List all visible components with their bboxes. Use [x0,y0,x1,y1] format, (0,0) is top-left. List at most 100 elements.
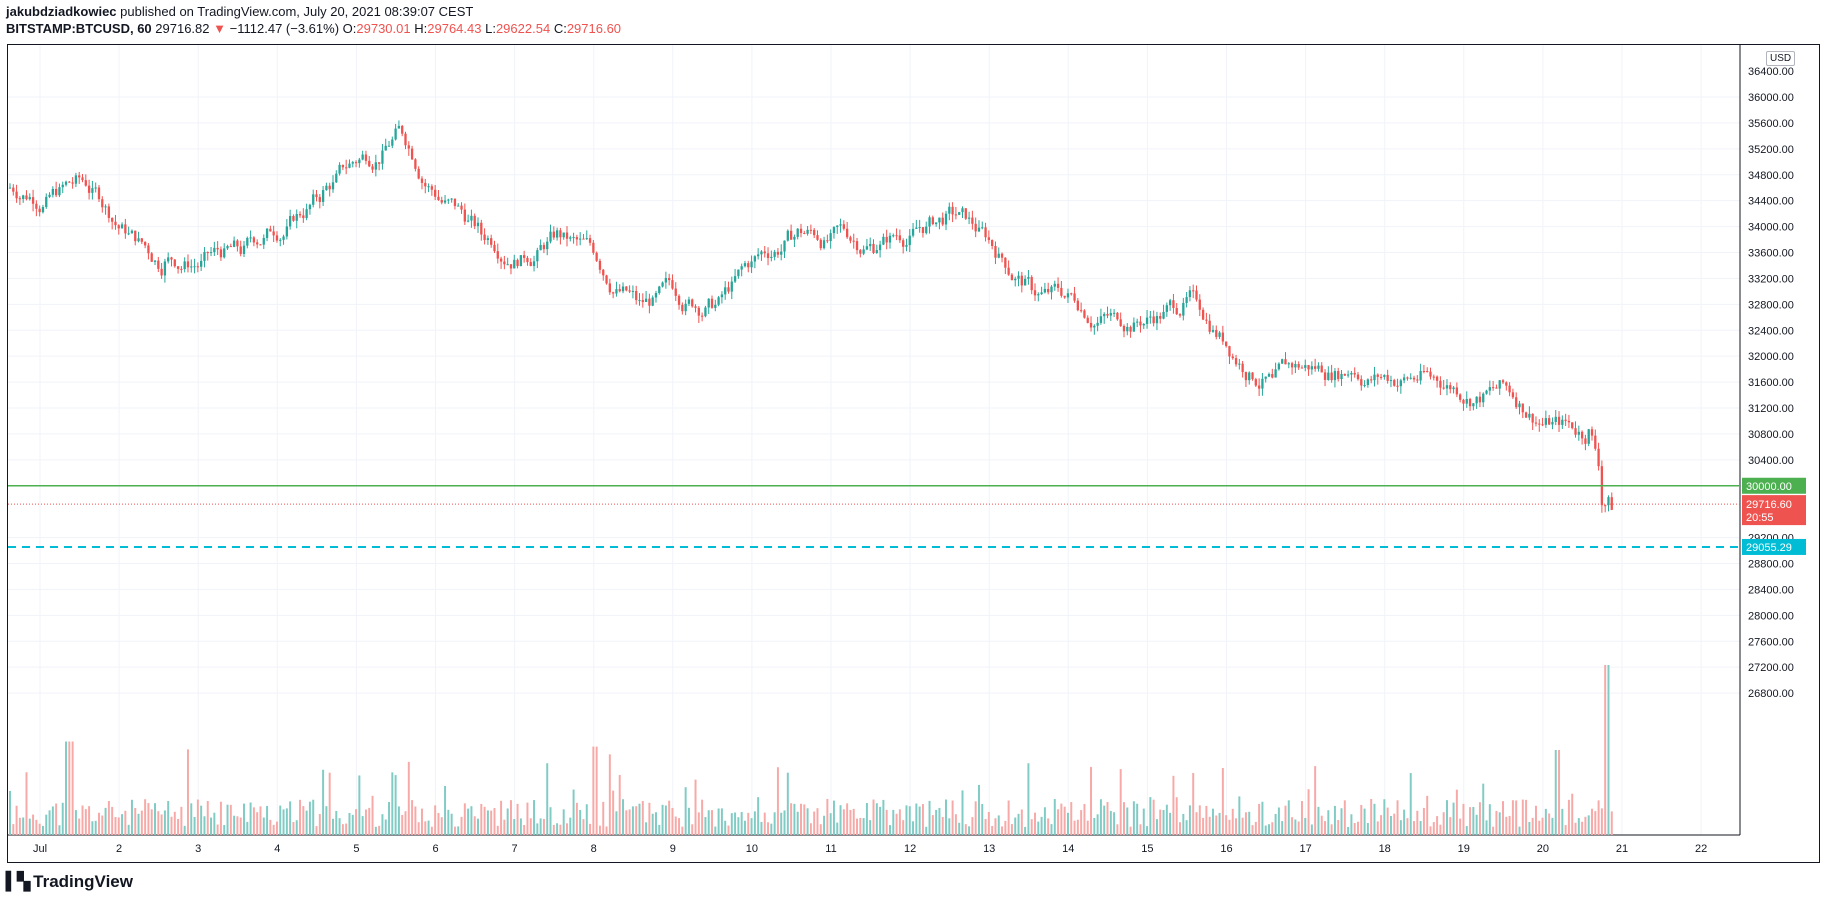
x-tick-label: 13 [983,843,995,855]
candle-body [1353,372,1356,375]
volume-bar [483,806,486,835]
candle-body [1165,305,1168,312]
volume-bar [724,820,727,835]
volume-bar [918,806,921,835]
candle-body [414,159,417,169]
candle-body [170,257,173,260]
candle-body [1333,371,1337,381]
candle-body [925,226,928,234]
candle-body [1584,438,1587,444]
volume-bar [971,817,974,835]
volume-bar [394,775,397,835]
candle-body [440,200,443,203]
candle-body [213,247,216,253]
candle-body [64,181,68,185]
currency-badge[interactable]: USD [1766,51,1796,66]
volume-bar [1587,815,1590,835]
x-tick-label: 12 [904,843,916,855]
volume-bar [1393,813,1396,835]
volume-bar [823,815,826,835]
volume-bar [895,813,898,835]
volume-bar [888,825,891,835]
volume-bar [437,812,440,835]
volume-bar [223,824,226,835]
volume-bar [928,800,931,835]
candle-body [196,266,200,268]
volume-bar [424,821,427,835]
candle-body [1300,367,1304,369]
volume-bar [121,814,124,835]
symbol-label[interactable]: BITSTAMP:BTCUSD, 60 [6,21,152,36]
volume-bar [1330,824,1333,835]
volume-bar [411,800,414,835]
candle-body [272,231,275,236]
candle-body [579,238,582,240]
volume-bar [1571,793,1574,835]
volume-bar [480,803,483,835]
candle-body [262,237,265,245]
volume-bar [1567,799,1570,835]
y-tick-label: 30800.00 [1748,429,1794,441]
volume-bar [780,812,783,835]
y-tick-label: 30400.00 [1748,455,1794,467]
volume-bar [384,819,387,835]
candle-body [704,307,707,317]
volume-bar [1277,807,1280,835]
candle-body [480,222,483,235]
candle-body [1145,317,1149,324]
candle-body [832,227,836,234]
volume-bar [1376,821,1379,835]
candle-body [1205,319,1208,321]
volume-bar [1304,817,1307,835]
candle-body [730,281,733,292]
volume-bar [1445,800,1448,835]
volume-bar [905,805,908,835]
volume-bar [381,814,384,835]
volume-bar [1439,824,1442,835]
volume-bar [269,819,272,835]
candle-body [1488,387,1491,391]
volume-bar [1366,822,1369,835]
candle-body [845,228,849,238]
candle-body [1155,316,1159,324]
volume-bar [453,826,456,835]
author-name[interactable]: jakubdziadkowiec [6,4,117,19]
candle-body [503,261,506,265]
candle-body [476,222,480,227]
volume-bar [1040,816,1043,835]
volume-bar [1182,813,1185,835]
candle-body [285,226,289,237]
candle-body [770,256,773,259]
candle-body [809,229,813,231]
candle-body [1534,422,1538,424]
volume-bar [1113,812,1116,835]
candle-body [496,251,499,259]
candle-body [546,241,549,250]
candle-body [397,125,401,129]
volume-bar [1024,826,1027,835]
candle-body [1511,392,1515,398]
tradingview-wordmark[interactable]: TradingView [33,872,133,891]
volume-bar [186,749,189,835]
candle-body [216,247,219,250]
volume-bar [1511,800,1514,835]
volume-bar [763,812,766,835]
y-tick-label: 27200.00 [1748,662,1794,674]
x-tick-label: 11 [825,843,836,855]
volume-bar [974,801,977,835]
candle-body [318,197,321,202]
candle-body [134,230,137,242]
candle-body [163,261,167,276]
volume-bar [1314,766,1317,835]
volume-bar [776,767,779,835]
candle-body [1317,365,1320,369]
volume-bar [767,822,770,835]
candle-body [447,199,450,201]
candle-body [107,206,111,218]
candle-body [193,266,196,268]
volume-bar [167,800,170,835]
candle-body [720,294,724,298]
volume-bar [1561,808,1564,835]
candle-body [341,164,345,168]
